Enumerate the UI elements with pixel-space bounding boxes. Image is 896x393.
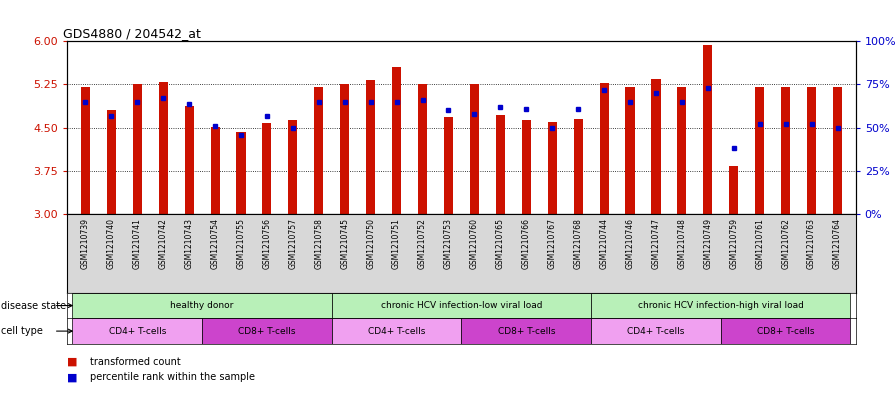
Text: chronic HCV infection-high viral load: chronic HCV infection-high viral load [638,301,804,310]
Text: GSM1210759: GSM1210759 [729,218,738,269]
Bar [332,293,591,318]
Bar [211,127,220,214]
Text: GSM1210754: GSM1210754 [211,218,220,269]
Bar [591,318,720,344]
Text: GDS4880 / 204542_at: GDS4880 / 204542_at [64,27,201,40]
Text: disease state: disease state [1,301,66,310]
Bar [625,87,634,214]
Bar [185,106,194,214]
Bar [73,318,202,344]
Text: GSM1210756: GSM1210756 [263,218,271,269]
Text: GSM1210761: GSM1210761 [755,218,764,269]
Text: GSM1210747: GSM1210747 [651,218,660,269]
Text: GSM1210765: GSM1210765 [495,218,504,269]
Bar [202,318,332,344]
Bar [833,87,842,214]
Bar [340,84,349,214]
Bar [470,84,479,214]
Text: GSM1210741: GSM1210741 [133,218,142,269]
Text: CD8+ T-cells: CD8+ T-cells [497,327,555,336]
Text: GSM1210762: GSM1210762 [781,218,790,269]
Bar [729,166,738,214]
Text: GSM1210739: GSM1210739 [81,218,90,269]
Text: ■: ■ [67,356,78,367]
Bar [314,87,323,214]
Text: GSM1210752: GSM1210752 [418,218,427,269]
Text: GSM1210767: GSM1210767 [547,218,556,269]
Bar [591,293,850,318]
Text: GSM1210750: GSM1210750 [366,218,375,269]
Text: GSM1210753: GSM1210753 [444,218,453,269]
Text: GSM1210763: GSM1210763 [807,218,816,269]
Bar [521,120,530,214]
Text: GSM1210768: GSM1210768 [573,218,582,269]
Bar [81,87,90,214]
Bar [703,45,712,214]
Text: ■: ■ [67,372,78,382]
Bar [332,318,461,344]
Text: CD4+ T-cells: CD4+ T-cells [108,327,166,336]
Text: GSM1210764: GSM1210764 [833,218,842,269]
Bar [107,110,116,214]
Bar [781,87,790,214]
Bar [461,318,591,344]
Text: transformed count: transformed count [90,356,180,367]
Bar [159,82,168,214]
Text: GSM1210740: GSM1210740 [107,218,116,269]
Text: GSM1210745: GSM1210745 [340,218,349,269]
Bar [599,83,608,214]
Bar [237,132,246,214]
Bar [720,318,850,344]
Bar [418,84,427,214]
Text: GSM1210755: GSM1210755 [237,218,246,269]
Text: GSM1210749: GSM1210749 [703,218,712,269]
Text: cell type: cell type [1,326,43,336]
Bar [444,118,453,214]
Bar [263,123,271,214]
Text: CD4+ T-cells: CD4+ T-cells [627,327,685,336]
Bar [651,79,660,214]
Bar [573,119,582,214]
Text: chronic HCV infection-low viral load: chronic HCV infection-low viral load [381,301,542,310]
Bar [755,87,764,214]
Bar [495,115,504,214]
Bar [392,67,401,214]
Text: healthy donor: healthy donor [170,301,234,310]
Text: CD4+ T-cells: CD4+ T-cells [368,327,426,336]
Text: GSM1210760: GSM1210760 [470,218,478,269]
Bar [289,120,297,214]
Text: CD8+ T-cells: CD8+ T-cells [238,327,296,336]
Text: GSM1210742: GSM1210742 [159,218,168,269]
Text: GSM1210758: GSM1210758 [314,218,323,269]
Bar [366,80,375,214]
Text: GSM1210748: GSM1210748 [677,218,686,269]
Text: CD8+ T-cells: CD8+ T-cells [757,327,814,336]
Text: percentile rank within the sample: percentile rank within the sample [90,372,254,382]
Bar [677,87,686,214]
Text: GSM1210757: GSM1210757 [289,218,297,269]
Text: GSM1210766: GSM1210766 [521,218,530,269]
Text: GSM1210743: GSM1210743 [185,218,194,269]
Bar [73,293,332,318]
Bar [547,122,556,214]
Bar [133,84,142,214]
Text: GSM1210751: GSM1210751 [392,218,401,269]
Bar [807,87,816,214]
Text: GSM1210744: GSM1210744 [599,218,608,269]
Text: GSM1210746: GSM1210746 [625,218,634,269]
